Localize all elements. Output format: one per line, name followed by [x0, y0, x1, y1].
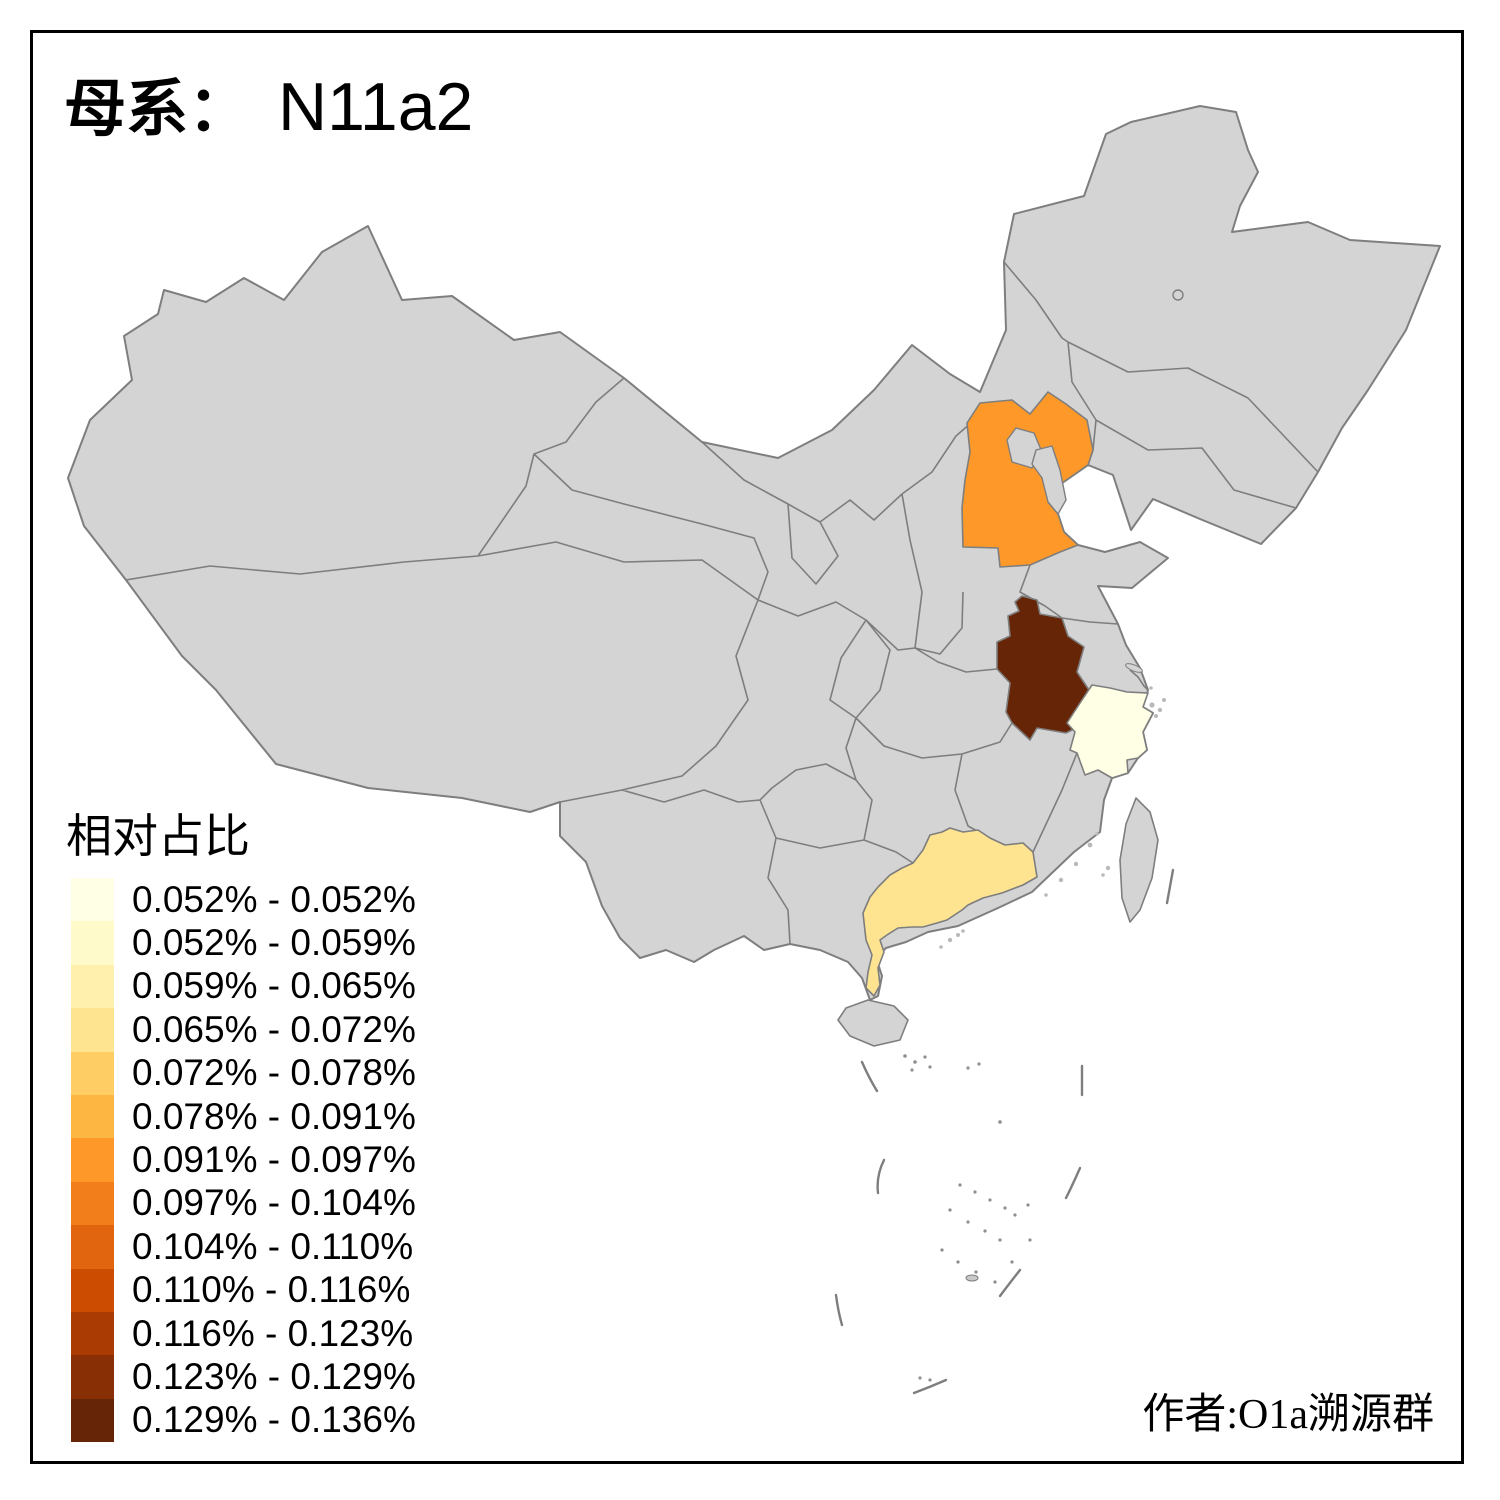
legend-swatch	[71, 1398, 114, 1443]
legend-item: 0.097% - 0.104%	[71, 1181, 416, 1226]
legend-title: 相对占比	[66, 811, 250, 862]
legend-item: 0.129% - 0.136%	[71, 1398, 416, 1443]
legend-label: 0.052% - 0.059%	[132, 922, 416, 964]
mainland-outline	[67, 105, 1441, 1001]
page-title: 母系： N11a2	[64, 58, 473, 148]
province-tianjin	[1031, 445, 1067, 515]
province-zhejiang	[1066, 684, 1154, 779]
island-hainan	[837, 999, 909, 1047]
south-china-sea-islets	[903, 1054, 1032, 1382]
province-hebei	[961, 391, 1094, 568]
island-taiwan	[1119, 797, 1159, 923]
legend-item: 0.123% - 0.129%	[71, 1355, 416, 1399]
legend-swatch	[71, 878, 114, 922]
legend-label: 0.065% - 0.072%	[132, 1008, 416, 1050]
title-haplogroup: N11a2	[278, 69, 474, 145]
legend-swatch	[71, 1311, 114, 1356]
legend-swatch	[71, 1051, 114, 1095]
legend-item: 0.065% - 0.072%	[71, 1008, 416, 1052]
legend-swatch	[71, 1008, 114, 1052]
island-chongming	[1125, 663, 1143, 673]
legend-items: 0.052% - 0.052% 0.052% - 0.059% 0.059% - 0…	[71, 878, 416, 1443]
legend-item: 0.059% - 0.065%	[71, 964, 416, 1009]
province-borders	[125, 261, 1319, 945]
legend-label: 0.078% - 0.091%	[132, 1095, 416, 1137]
legend-item: 0.116% - 0.123%	[71, 1311, 416, 1356]
legend-label: 0.072% - 0.078%	[132, 1052, 416, 1094]
figure-border-frame	[30, 30, 1464, 1464]
legend-swatch	[71, 1138, 114, 1182]
legend-swatch	[71, 1355, 114, 1399]
legend-item: 0.091% - 0.097%	[71, 1138, 416, 1182]
legend-label: 0.116% - 0.123%	[132, 1312, 414, 1354]
border-enclave	[1172, 289, 1184, 301]
legend: 0.052% - 0.052% 0.052% - 0.059% 0.059% - 0…	[71, 878, 416, 1443]
legend-swatch	[71, 1268, 114, 1312]
title-prefix: 母系：	[64, 76, 251, 144]
legend-label: 0.052% - 0.052%	[132, 878, 416, 920]
province-anhui	[996, 595, 1098, 741]
legend-label: 0.129% - 0.136%	[132, 1399, 416, 1441]
legend-swatch	[71, 1181, 114, 1226]
legend-label: 0.091% - 0.097%	[132, 1139, 416, 1181]
province-guangdong	[862, 827, 1038, 997]
legend-item: 0.052% - 0.052%	[71, 878, 416, 922]
attribution: 作者:O1a溯源群	[1142, 1392, 1434, 1438]
legend-item: 0.078% - 0.091%	[71, 1094, 416, 1139]
legend-item: 0.072% - 0.078%	[71, 1051, 416, 1095]
legend-swatch	[71, 1225, 114, 1269]
legend-swatch	[71, 1094, 114, 1139]
legend-label: 0.123% - 0.129%	[132, 1355, 416, 1397]
legend-label: 0.059% - 0.065%	[132, 965, 416, 1007]
coastal-islets	[939, 686, 1166, 949]
legend-item: 0.110% - 0.116%	[71, 1268, 416, 1312]
nine-dash-line	[834, 868, 1175, 1395]
legend-item: 0.052% - 0.059%	[71, 921, 416, 965]
legend-label: 0.110% - 0.116%	[132, 1269, 411, 1311]
legend-swatch	[71, 964, 114, 1009]
legend-item: 0.104% - 0.110%	[71, 1225, 416, 1269]
legend-label: 0.097% - 0.104%	[132, 1182, 416, 1224]
legend-label: 0.104% - 0.110%	[132, 1225, 414, 1267]
legend-swatch	[71, 921, 114, 965]
